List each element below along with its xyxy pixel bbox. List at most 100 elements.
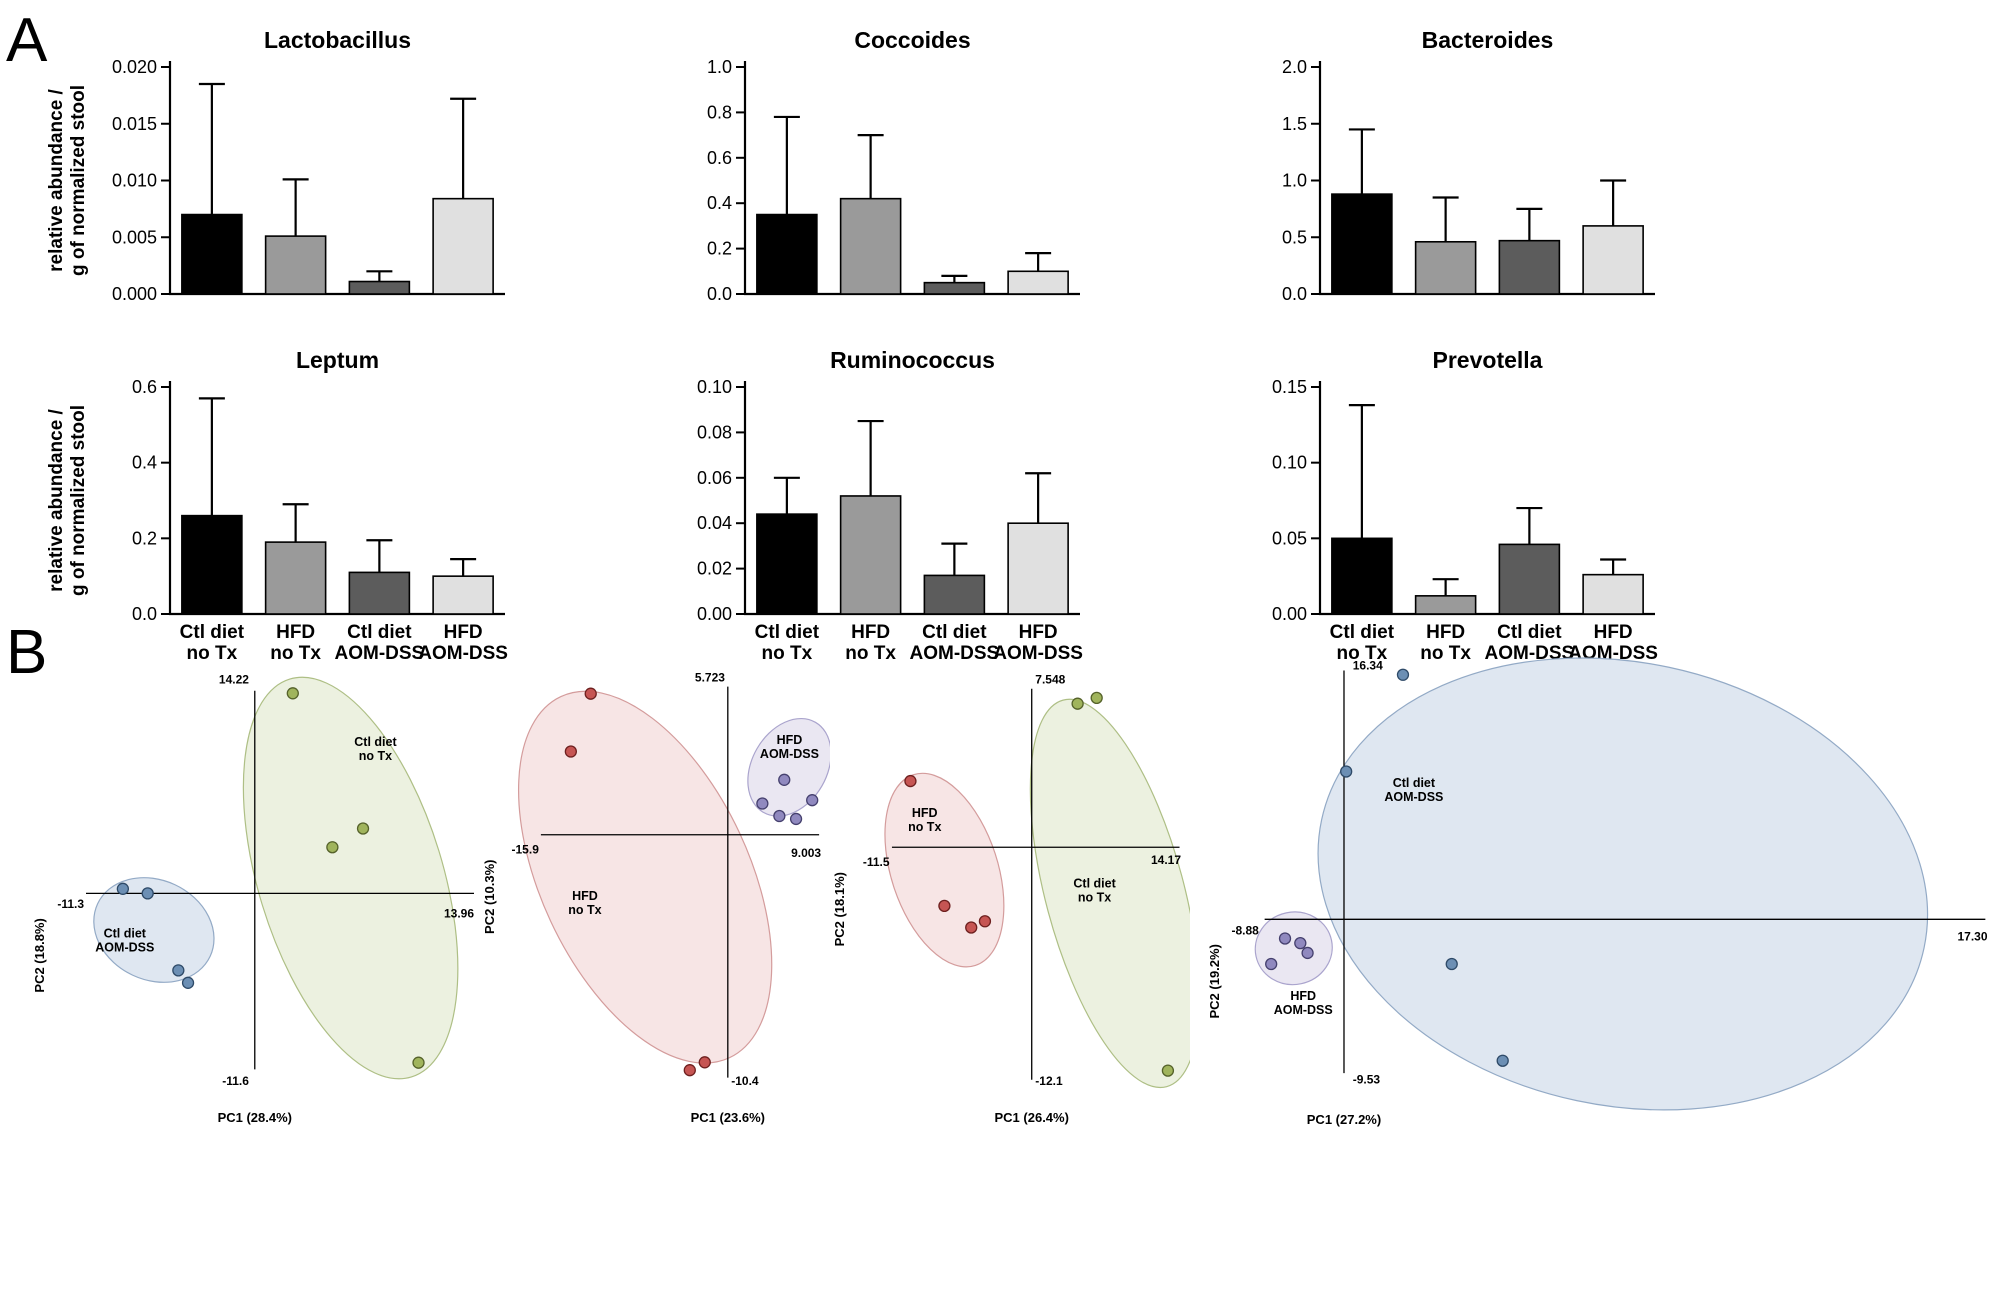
x-axis-title: PC1 (23.6%) — [691, 1110, 765, 1125]
cluster-label: AOM-DSS — [95, 940, 154, 954]
cluster-label: no Tx — [359, 749, 392, 763]
chart-title: Bacteroides — [1422, 27, 1554, 53]
axis-value-label: 14.17 — [1151, 853, 1181, 867]
data-point-green — [326, 841, 339, 854]
data-point-purple — [806, 794, 819, 807]
data-point-blue — [1445, 957, 1458, 971]
bar — [839, 495, 902, 615]
cluster-label: HFD — [912, 806, 938, 820]
y-tick-label: 0.06 — [697, 468, 732, 488]
data-point-green — [1161, 1064, 1175, 1077]
cluster-label: no Tx — [908, 820, 941, 834]
bar — [756, 513, 818, 615]
category-label: Ctl diet — [755, 622, 820, 643]
y-tick-label: 0.010 — [112, 171, 157, 191]
bar-chart-coccoides: Coccoides 0.0 0.2 0.4 0.6 0.8 1.0 — [615, 22, 1195, 322]
chart-title: Ruminococcus — [830, 347, 995, 373]
y-tick-label: 0.0 — [132, 604, 157, 624]
cluster-label: no Tx — [1078, 890, 1111, 904]
y-tick-label: 0.10 — [1272, 453, 1307, 473]
bar-chart-lactobacillus: Lactobacillus 0.000 0.005 0.010 0.015 0.020 re… — [40, 22, 620, 322]
y-axis-title: g of normalized stool — [68, 85, 89, 276]
data-point-purple — [1278, 932, 1292, 945]
cluster-label: HFD — [1290, 989, 1316, 1003]
category-label: no Tx — [1420, 643, 1471, 664]
y-tick-label: 0.04 — [697, 513, 732, 533]
data-point-blue — [1496, 1054, 1509, 1067]
cluster-ellipse-green — [242, 676, 459, 1080]
data-point-purple — [1301, 946, 1314, 960]
y-tick-label: 1.5 — [1282, 114, 1307, 134]
y-tick-label: 0.6 — [707, 148, 732, 168]
axis-value-label: 5.723 — [695, 671, 725, 685]
y-tick-label: 0.005 — [112, 227, 157, 247]
cluster-label: AOM-DSS — [760, 747, 819, 761]
category-label: HFD — [1594, 622, 1633, 643]
bar — [1414, 595, 1477, 615]
y-tick-label: 0.0 — [707, 284, 732, 304]
chart-title: Lactobacillus — [264, 27, 411, 53]
data-point-blue — [116, 882, 130, 895]
data-point-purple — [1294, 937, 1307, 950]
y-axis-title: g of normalized stool — [68, 405, 89, 596]
axis-value-label: -11.3 — [57, 897, 84, 911]
cluster-ellipse-purple — [747, 717, 832, 817]
axis-value-label: 9.003 — [791, 846, 821, 860]
y-axis-title: PC2 (19.2%) — [1207, 944, 1222, 1018]
data-point-blue — [181, 976, 195, 989]
category-label: no Tx — [187, 643, 238, 664]
pca-plot-3: 7.548 -12.1 -11.5 14.17 HFD no Tx Ctl diet no T… — [830, 660, 1200, 1130]
category-label: AOM-DSS — [418, 643, 508, 664]
bar — [1498, 239, 1561, 295]
pca-plot-2: 5.723 -10.4 -15.9 9.003 HFD no Tx HFD AOM-DSS PC… — [480, 660, 832, 1130]
y-tick-label: 0.05 — [1272, 528, 1307, 548]
data-point-blue — [141, 887, 154, 900]
bar — [432, 197, 494, 295]
y-axis-title: relative abundance / — [46, 88, 67, 271]
cluster-label: Ctl diet — [354, 735, 397, 749]
pca-plot-4: 16.34 -9.53 -8.88 17.30 Ctl diet AOM-DSS HFD AO… — [1195, 652, 1995, 1132]
y-tick-label: 0.000 — [112, 284, 157, 304]
cluster-label: HFD — [777, 733, 803, 747]
y-tick-label: 1.0 — [1282, 171, 1307, 191]
data-point-red — [564, 745, 577, 758]
data-point-green — [356, 822, 370, 835]
y-tick-label: 0.2 — [707, 239, 732, 259]
cluster-label: Ctl diet — [1393, 776, 1436, 790]
data-point-red — [584, 687, 597, 700]
category-label: HFD — [1019, 622, 1058, 643]
axis-value-label: -15.9 — [512, 842, 540, 856]
data-point-red — [683, 1064, 696, 1077]
category-label: Ctl diet — [1330, 622, 1395, 643]
category-label: AOM-DSS — [335, 643, 425, 664]
bar — [348, 571, 411, 615]
chart-title: Leptum — [296, 347, 379, 373]
data-point-green — [412, 1056, 425, 1069]
cluster-ellipse-blue — [93, 877, 215, 983]
y-axis-title: PC2 (18.1%) — [832, 872, 847, 946]
axis-value-label: -8.88 — [1231, 924, 1259, 938]
data-point-red — [904, 774, 917, 788]
cluster-label: Ctl diet — [104, 926, 147, 940]
cluster-label: AOM-DSS — [1274, 1003, 1333, 1017]
category-label: AOM-DSS — [993, 643, 1083, 664]
data-point-purple — [773, 809, 786, 823]
bar-chart-svg: Coccoides 0.0 0.2 0.4 0.6 0.8 1.0 — [707, 27, 1080, 304]
y-tick-label: 0.4 — [707, 193, 732, 213]
bar — [1582, 225, 1644, 295]
bar — [923, 281, 986, 295]
bar-chart-svg: Bacteroides 0.0 0.5 1.0 1.5 2.0 — [1282, 27, 1655, 304]
data-point-purple — [756, 797, 769, 810]
bar — [348, 280, 411, 295]
category-label: no Tx — [845, 643, 896, 664]
bar — [1331, 193, 1393, 295]
y-tick-label: 0.2 — [132, 528, 157, 548]
category-label: no Tx — [1337, 643, 1388, 664]
data-point-red — [698, 1056, 711, 1069]
x-axis-title: PC1 (28.4%) — [218, 1110, 292, 1125]
